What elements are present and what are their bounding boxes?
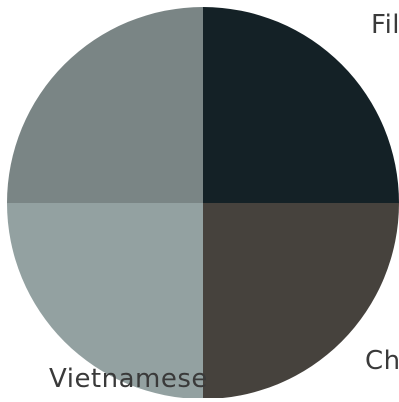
pie-slice-unlabeled: [7, 7, 203, 203]
slice-label-vietnamese: Vietnamese: [49, 364, 208, 394]
pie-slice-vietnamese: [7, 203, 203, 399]
pie-slice-chinese: [203, 203, 399, 399]
pie-slice-filipino: [203, 7, 399, 203]
slice-label-filipino: Filipino: [371, 10, 399, 40]
pie-slices: [7, 7, 399, 399]
slice-label-chinese: Chinese: [365, 346, 399, 376]
pie-labels: Filipino25%ChineseVietnamese: [49, 10, 399, 394]
